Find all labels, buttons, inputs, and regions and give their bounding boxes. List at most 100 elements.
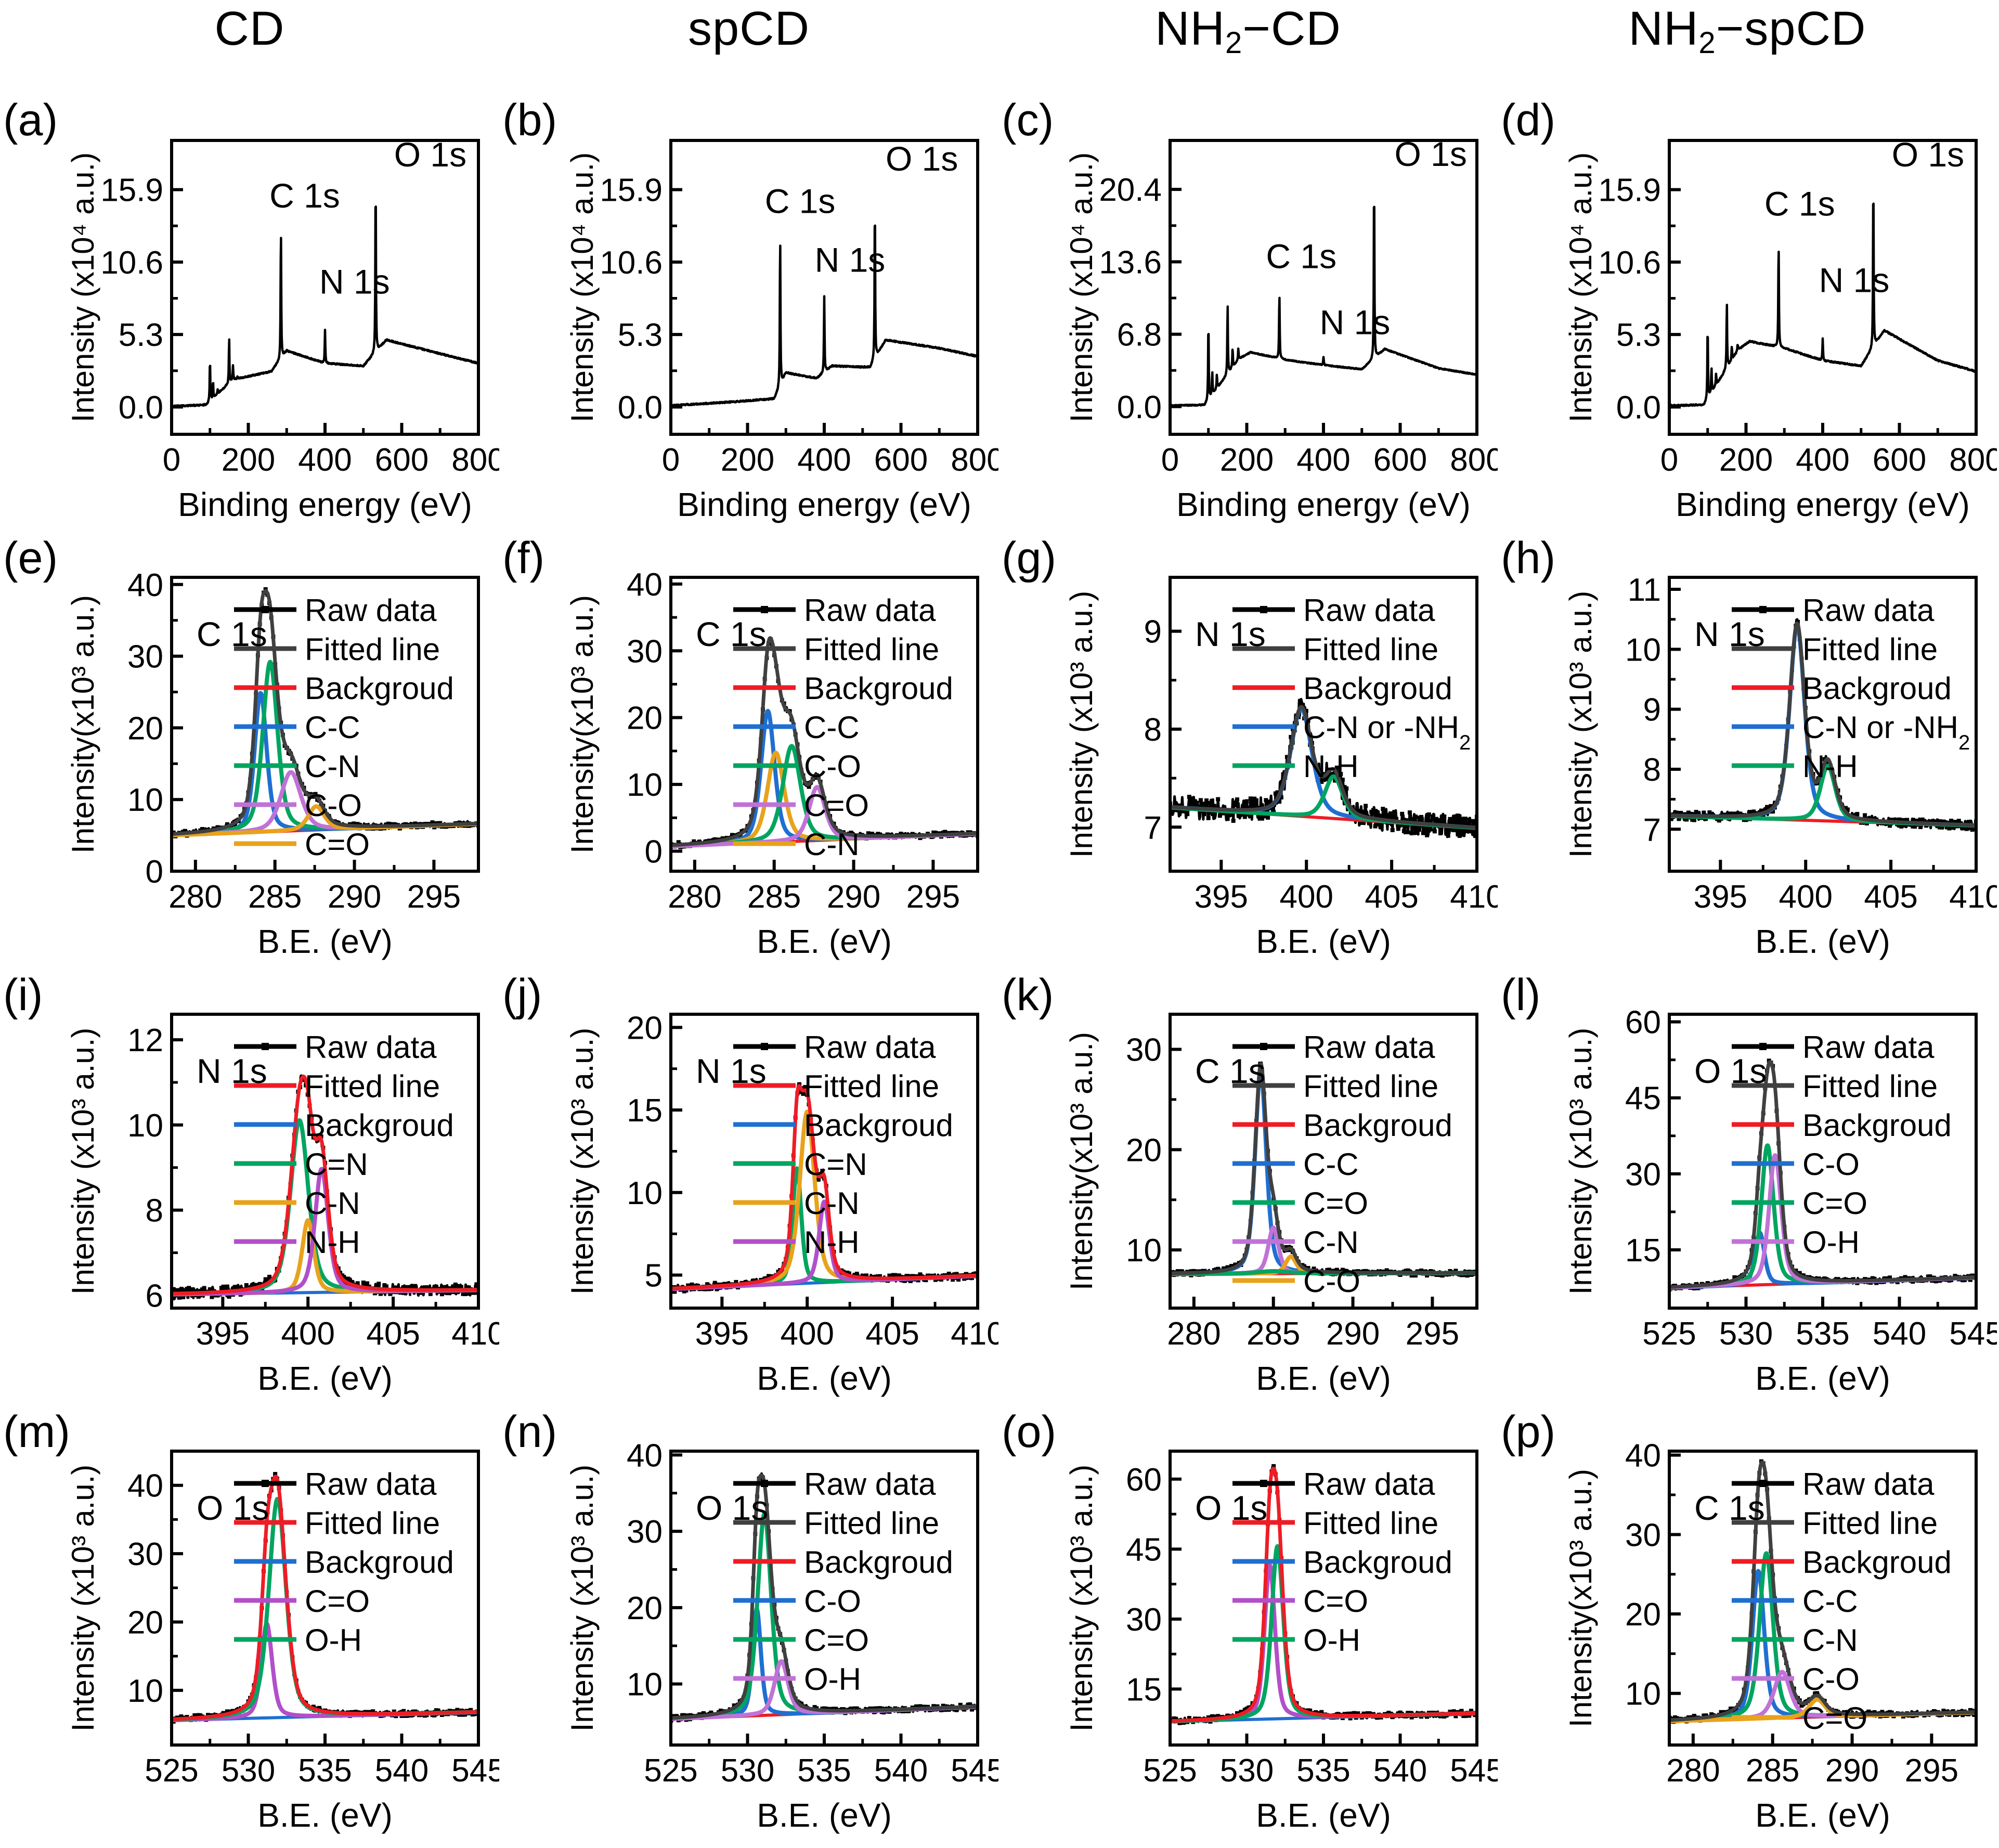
x-tick-label: 280: [168, 879, 222, 915]
raw-data-marker: [1425, 833, 1430, 837]
y-tick-label: 0: [645, 834, 663, 870]
raw-data-marker: [1914, 818, 1919, 823]
raw-data-marker: [1866, 1709, 1871, 1714]
plot-data: [1172, 1464, 1475, 1725]
raw-data-marker: [712, 1281, 717, 1285]
x-tick-label: 535: [797, 1753, 851, 1789]
raw-data-marker: [1235, 797, 1240, 802]
x-tick-label: 545: [451, 1753, 499, 1789]
raw-data-marker: [1453, 1269, 1458, 1273]
raw-data-marker: [1279, 795, 1283, 800]
x-axis-label: B.E. (eV): [257, 1797, 393, 1834]
svg-text:Intensity (x10⁴ a.u.): Intensity (x10⁴ a.u.): [1064, 152, 1099, 422]
x-axis-label: B.E. (eV): [1256, 1797, 1391, 1834]
y-tick-label: 40: [627, 1438, 663, 1474]
y-tick-label: 10: [127, 1108, 163, 1144]
legend-label: C=N: [305, 1147, 368, 1182]
raw-data-marker: [1346, 1711, 1351, 1716]
legend-label: Backgroud: [1303, 1545, 1452, 1580]
panel-l: 525 530 535 540 545 15 30 45 60 B.E. (eV) Intensit…: [1498, 967, 1997, 1404]
raw-data-marker: [181, 1295, 186, 1299]
raw-data-marker: [1352, 1711, 1356, 1715]
legend-label: Raw data: [804, 593, 936, 628]
x-tick-label: 295: [1406, 1316, 1459, 1352]
plot-frame: [170, 1013, 480, 1310]
raw-data-marker: [1426, 812, 1431, 817]
raw-data-marker: [1456, 813, 1460, 818]
raw-data-marker: [1913, 824, 1917, 829]
raw-data-marker: [956, 1277, 961, 1282]
raw-data-marker: [1677, 817, 1681, 821]
svg-text:Intensity(x10³ a.u.): Intensity(x10³ a.u.): [565, 595, 600, 854]
y-tick-label: 6.8: [1117, 317, 1162, 353]
column-header-spcd: spCD: [499, 0, 998, 57]
raw-data-marker: [388, 822, 393, 826]
raw-data-marker: [954, 1708, 959, 1712]
panel-i: 395 400 405 410 6 8 10 12 B.E. (eV) Intensity (x1…: [0, 967, 499, 1404]
y-tick-label: 10: [127, 1673, 163, 1709]
raw-data-marker: [455, 1708, 460, 1712]
y-tick-label: 40: [127, 1468, 163, 1504]
raw-data-marker: [1465, 1273, 1470, 1278]
raw-data-marker: [1406, 830, 1410, 834]
peak-annotation: C 1s: [1266, 237, 1336, 276]
legend-label: Fitted line: [1802, 1506, 1938, 1541]
legend-label: Raw data: [804, 1467, 936, 1502]
legend-label: C-N: [305, 749, 360, 784]
y-axis-label: Intensity (x10³ a.u.): [66, 1028, 100, 1295]
y-tick-label: 11: [1628, 572, 1661, 608]
x-tick-label: 410: [1450, 879, 1498, 915]
peak-annotation: O 1s: [1394, 135, 1466, 173]
legend-label: C-N: [1303, 1225, 1359, 1260]
raw-data-marker: [1384, 815, 1389, 820]
legend-label: C-C: [1802, 1584, 1858, 1619]
plot-data: [173, 1074, 477, 1301]
x-axis-label: B.E. (eV): [1256, 1360, 1391, 1397]
y-tick-label: 30: [1625, 1157, 1661, 1193]
raw-data-marker: [1855, 812, 1860, 817]
fitted-line: [1671, 1059, 1975, 1289]
legend-marker: [262, 606, 269, 613]
raw-data-marker: [1671, 817, 1673, 821]
x-tick-label: 280: [668, 879, 721, 915]
raw-data-marker: [893, 1273, 898, 1277]
y-tick-label: 45: [1625, 1081, 1661, 1117]
y-axis-label: Intensity (x10⁴ a.u.): [565, 152, 600, 422]
x-tick-label: 285: [248, 879, 302, 915]
raw-data-marker: [1694, 810, 1698, 815]
raw-data-marker: [430, 820, 435, 825]
panel-label-b: (b): [502, 95, 557, 145]
raw-data-marker: [1463, 817, 1468, 821]
svg-text:Intensity (x10⁴ a.u.): Intensity (x10⁴ a.u.): [1563, 152, 1598, 422]
plot-frame: [1169, 1013, 1478, 1310]
x-tick-label: 530: [1719, 1316, 1773, 1352]
raw-data-marker: [801, 1091, 806, 1096]
legend-label: C=O: [1303, 1584, 1368, 1619]
x-tick-label: 405: [865, 1316, 919, 1352]
raw-data-marker: [1933, 1279, 1938, 1284]
legend-label: Backgroud: [1303, 671, 1452, 706]
column-header-label: NH: [1155, 2, 1225, 55]
x-tick-label: 800: [951, 442, 998, 478]
x-tick-label: 200: [1719, 442, 1773, 478]
x-axis-label: B.E. (eV): [257, 923, 393, 960]
raw-data-marker: [1327, 1268, 1332, 1272]
raw-data-marker: [1707, 810, 1712, 815]
raw-data-marker: [973, 1271, 976, 1276]
y-tick-label: 0.0: [1117, 390, 1162, 425]
legend-label: Raw data: [1303, 593, 1435, 628]
x-tick-label: 280: [1666, 1753, 1720, 1789]
raw-data-marker: [958, 1702, 963, 1707]
fitted-line: [173, 1475, 477, 1721]
raw-data-marker: [1217, 813, 1222, 818]
raw-data-marker: [474, 1282, 477, 1287]
x-tick-label: 200: [721, 442, 774, 478]
fitted-line: [173, 1075, 477, 1296]
x-tick-label: 540: [1873, 1316, 1926, 1352]
panel-label-p: (p): [1501, 1407, 1556, 1457]
raw-data-marker: [1469, 1709, 1473, 1713]
raw-data-marker: [690, 1282, 694, 1287]
x-tick-label: 290: [328, 879, 381, 915]
raw-data-marker: [1956, 819, 1961, 823]
